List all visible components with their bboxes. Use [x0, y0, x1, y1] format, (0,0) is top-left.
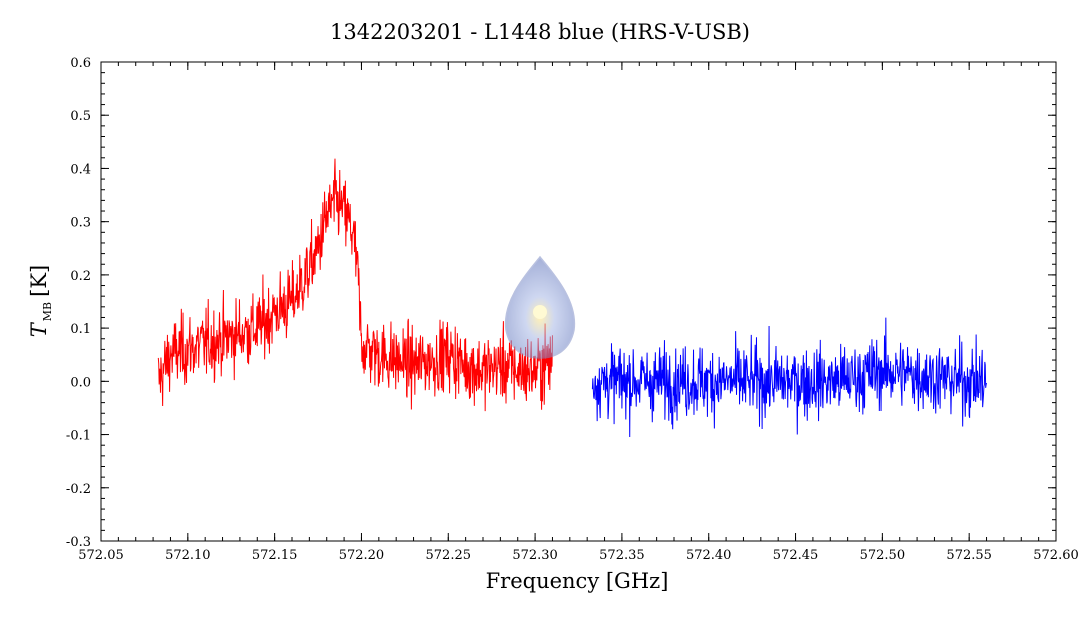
watermark-drop-icon [504, 255, 576, 359]
x-tick-label: 572.45 [773, 548, 819, 563]
series-layer [157, 158, 988, 437]
axes-layer: 572.05 572.10 572.15 572.20 572.25 572.30 572.… [66, 56, 1079, 563]
y-tick-label: -0.1 [66, 429, 91, 444]
x-tick-label: 572.10 [165, 548, 211, 563]
x-tick-label: 572.15 [252, 548, 298, 563]
y-tick-label: -0.3 [66, 535, 91, 550]
y-tick-label: -0.2 [66, 482, 91, 497]
x-tick-label: 572.40 [686, 548, 732, 563]
series-line-0 [157, 158, 553, 412]
x-tick-label: 572.05 [78, 548, 124, 563]
chart-title: 1342203201 - L1448 blue (HRS-V-USB) [330, 20, 750, 44]
y-tick-label: 0.6 [70, 56, 91, 71]
y-tick-label: 0.5 [70, 109, 91, 124]
series-line-1 [591, 317, 988, 437]
y-axis-subscript: MB [41, 302, 54, 321]
y-tick-label: 0.3 [70, 216, 91, 231]
x-tick-label: 572.25 [426, 548, 472, 563]
x-axis-label: Frequency [GHz] [486, 569, 669, 593]
y-tick-label: 0.2 [70, 269, 91, 284]
y-axis-label: TMB [K] [27, 265, 54, 337]
plot-area [100, 61, 1057, 542]
y-axis-symbol: T [27, 321, 51, 337]
y-tick-label: 0.0 [70, 375, 91, 390]
x-tick-label: 572.35 [599, 548, 645, 563]
y-axis-unit: [K] [27, 265, 51, 297]
svg-text:TMB[K]: TMB [K] [27, 265, 54, 337]
y-tick-label: 0.1 [70, 322, 91, 337]
plot-frame [100, 61, 1057, 542]
x-tick-label: 572.30 [512, 548, 558, 563]
x-tick-label: 572.20 [339, 548, 385, 563]
y-tick-label: 0.4 [70, 162, 91, 177]
x-tick-label: 572.60 [1033, 548, 1079, 563]
x-tick-label: 572.55 [946, 548, 992, 563]
x-tick-label: 572.50 [860, 548, 906, 563]
